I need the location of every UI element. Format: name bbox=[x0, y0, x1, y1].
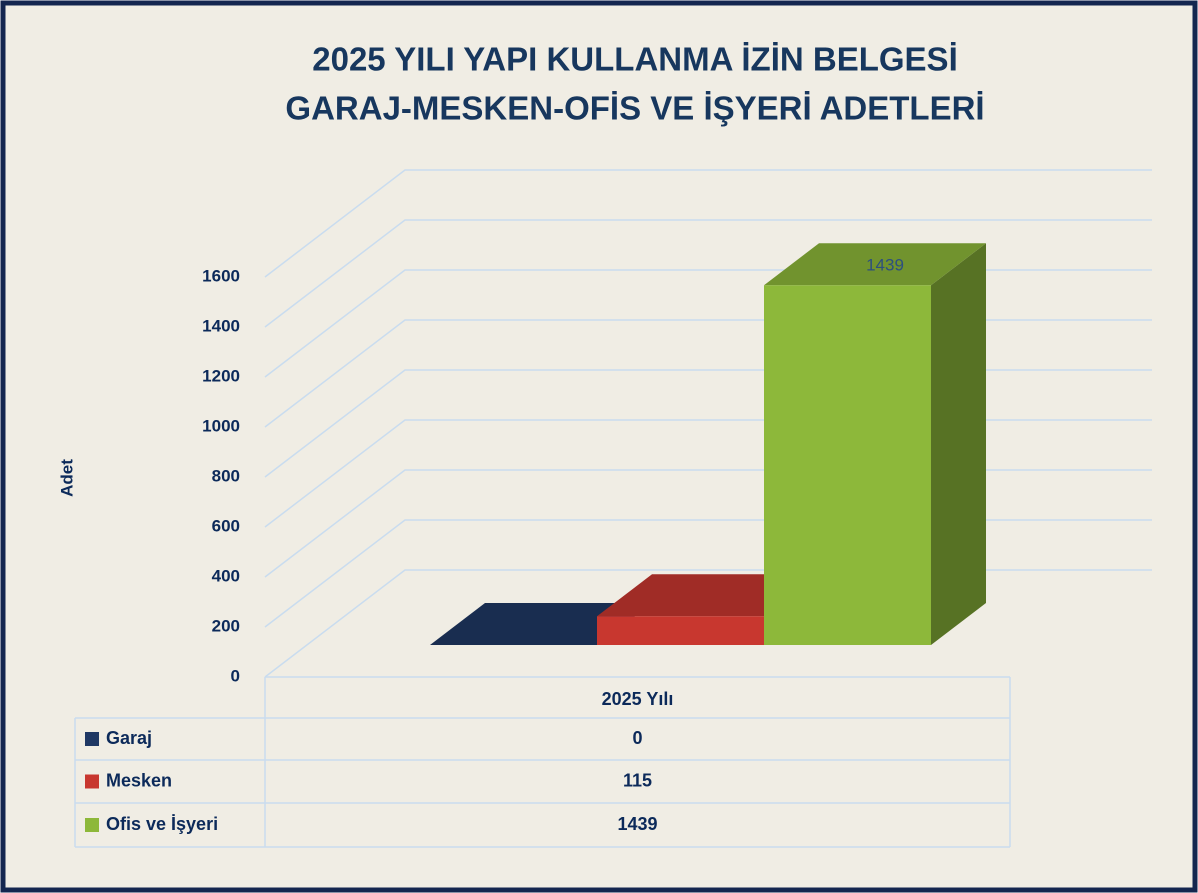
legend-label: Ofis ve İşyeri bbox=[106, 814, 218, 834]
bar-top bbox=[597, 574, 819, 617]
y-tick-label: 600 bbox=[212, 516, 240, 535]
y-tick-label: 1600 bbox=[202, 266, 240, 285]
legend-swatch bbox=[85, 818, 99, 832]
table-value: 1439 bbox=[617, 814, 657, 834]
bar-top bbox=[430, 603, 652, 645]
y-tick-label: 1400 bbox=[202, 316, 240, 335]
legend-swatch bbox=[85, 774, 99, 789]
y-axis-label: Adet bbox=[57, 459, 76, 497]
table-value: 0 bbox=[632, 728, 642, 748]
chart-title: 2025 YILI YAPI KULLANMA İZİN BELGESİ bbox=[312, 41, 957, 78]
data-label: 1439 bbox=[866, 256, 904, 275]
bar bbox=[764, 285, 931, 645]
chart-title: GARAJ-MESKEN-OFİS VE İŞYERİ ADETLERİ bbox=[285, 90, 984, 127]
y-tick-label: 200 bbox=[212, 616, 240, 635]
legend-label: Garaj bbox=[106, 728, 152, 748]
table-header: 2025 Yılı bbox=[602, 689, 674, 709]
y-tick-label: 800 bbox=[212, 466, 240, 485]
y-tick-label: 1200 bbox=[202, 366, 240, 385]
bar-top bbox=[764, 243, 986, 286]
table-value: 115 bbox=[623, 770, 652, 790]
grid-line bbox=[264, 219, 1152, 328]
bar-side bbox=[931, 243, 986, 645]
y-tick-label: 0 bbox=[231, 666, 240, 685]
grid-line bbox=[264, 169, 1152, 278]
legend-label: Mesken bbox=[106, 770, 172, 790]
legend-swatch bbox=[85, 732, 99, 746]
y-tick-label: 1000 bbox=[202, 416, 240, 435]
bar bbox=[597, 616, 764, 645]
y-tick-label: 400 bbox=[212, 566, 240, 585]
